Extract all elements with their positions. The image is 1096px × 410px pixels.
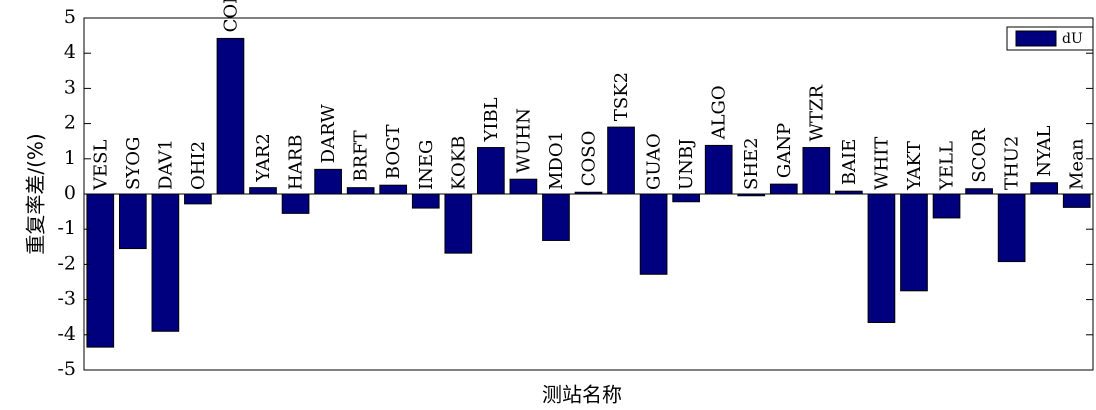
category-label-brft: BRFT [351,130,372,181]
x-axis-title: 测站名称 [542,383,622,407]
bars-layer [86,37,1091,348]
bar-brft [346,187,375,195]
category-label-wuhn: WUHN [513,108,534,173]
category-label-bogt: BOGT [383,124,404,179]
bar-yar2 [249,187,277,195]
bar-harb [281,193,310,214]
category-label-harb: HARB [286,135,307,190]
bar-whit [867,193,896,323]
category-label-yibl: YIBL [481,97,502,142]
axes-layer: 5 4 3 2 1 0 -1 -2 -3 -4 -5 [57,6,1094,380]
bar-nyal [1030,182,1059,195]
bar-scor [965,188,993,195]
category-label-whit: WHIT [871,137,892,190]
category-label-unbj: UNBJ [676,139,697,190]
bar-ohi2 [184,193,212,205]
bar-mdo1 [542,193,570,241]
category-label-ineg: INEG [416,140,437,190]
bar-yibl [477,147,505,195]
y-tick-label: 3 [64,76,76,98]
category-label-ohi2: OHI2 [188,141,209,190]
legend-label: dU [1062,31,1083,47]
bar-syog [118,193,147,250]
bar-yell [932,193,961,219]
bar-tsk2 [607,126,635,195]
y-tick-label: -4 [57,323,76,345]
category-label-baie: BAIE [839,139,860,185]
bar-thu2 [997,193,1026,263]
legend-swatch [1015,30,1057,47]
bar-darw [314,168,342,195]
y-axis-title: 重复率差/(%) [24,133,48,254]
category-label-wtzr: WTZR [806,85,827,142]
category-label-guao: GUAO [644,133,665,190]
category-label-yell: YELL [937,141,958,191]
category-label-conz: CONZ [220,0,241,32]
category-label-scor: SCOR [969,128,990,183]
category-label-yakt: YAKT [904,141,925,191]
y-tick-label: 4 [64,41,76,63]
bar-mean [1062,193,1091,208]
bar-ganp [769,183,798,195]
category-label-dav1: DAV1 [155,139,176,190]
y-tick-label: -2 [57,252,76,274]
y-tick-label: -5 [57,358,76,380]
bar-unbj [672,193,700,203]
legend: dU [1006,26,1094,51]
bar-ineg [411,193,440,209]
category-label-tsk2: TSK2 [611,72,632,121]
y-tick-label: 1 [64,147,76,169]
bar-wuhn [509,178,538,195]
category-label-vesl: VESL [90,140,111,191]
y-tick-label: -1 [57,217,76,239]
bar-vesl [86,193,115,348]
category-label-darw: DARW [318,104,339,164]
bar-bogt [379,184,408,195]
category-label-yar2: YAR2 [253,133,274,183]
category-label-algo: ALGO [709,85,730,140]
bar-kokb [444,193,473,254]
labels-layer: VESL SYOG DAV1 OHI2 CONZ YAR2 HARB DARW BRFT BOGT… [90,0,1087,191]
bar-guao [639,193,668,275]
category-label-coso: COSO [579,131,600,187]
y-tick-label: 5 [64,6,76,28]
category-label-she2: SHE2 [741,137,762,190]
bar-algo [704,144,733,195]
bar-yakt [900,193,928,292]
category-label-thu2: THU2 [1002,136,1023,190]
category-label-nyal: NYAL [1034,126,1055,177]
category-label-syog: SYOG [123,137,144,190]
category-label-ganp: GANP [774,123,795,178]
y-tick-label: 2 [64,112,76,134]
bar-conz [216,37,245,195]
y-tick-label: 0 [64,182,76,204]
category-label-kokb: KOKB [448,136,469,190]
bar-dav1 [151,193,180,332]
category-label-mdo1: MDO1 [546,131,567,190]
category-label-mean: Mean [1067,138,1088,190]
y-tick-label: -3 [57,288,76,310]
bar-wtzr [802,147,831,195]
